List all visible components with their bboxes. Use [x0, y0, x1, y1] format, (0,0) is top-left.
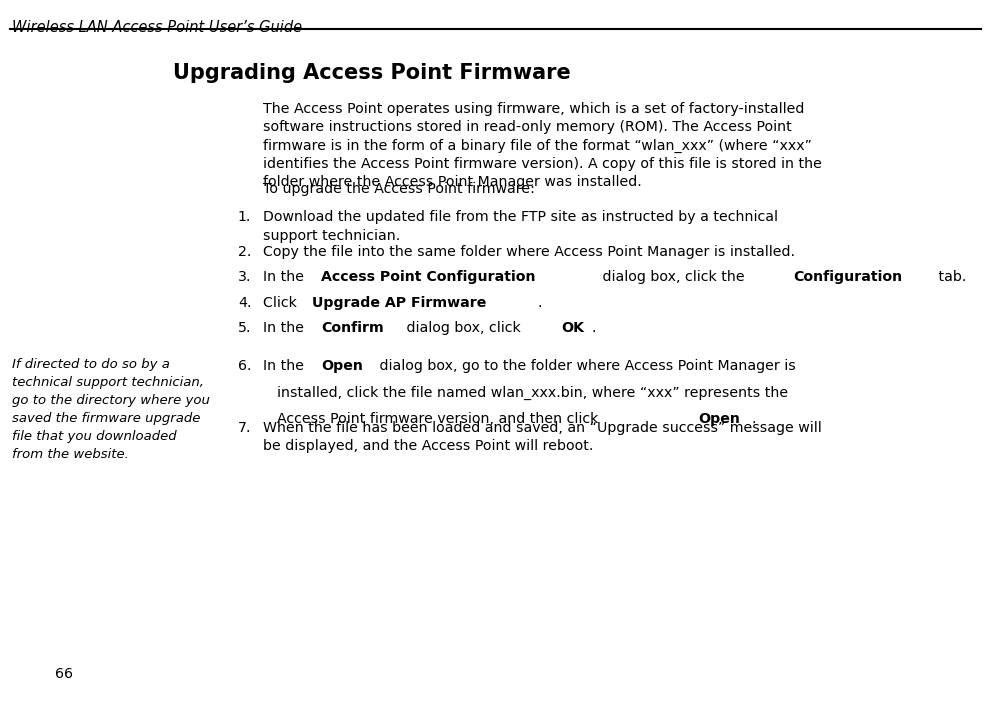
Text: Download the updated file from the FTP site as instructed by a technical
support: Download the updated file from the FTP s…	[263, 210, 778, 243]
Text: 2.: 2.	[238, 245, 251, 259]
Text: Configuration: Configuration	[793, 270, 902, 284]
Text: dialog box, click: dialog box, click	[402, 321, 525, 335]
Text: 4.: 4.	[238, 296, 252, 310]
Text: In the: In the	[263, 270, 308, 284]
Text: installed, click the file named wlan_xxx.bin, where “xxx” represents the: installed, click the file named wlan_xxx…	[277, 386, 789, 400]
Text: dialog box, click the: dialog box, click the	[599, 270, 749, 284]
Text: Access Point Configuration: Access Point Configuration	[321, 270, 536, 284]
Text: Open: Open	[698, 412, 740, 426]
Text: 6.: 6.	[238, 359, 252, 373]
Text: Copy the file into the same folder where Access Point Manager is installed.: Copy the file into the same folder where…	[263, 245, 795, 259]
Text: 66: 66	[55, 667, 72, 681]
Text: 1.: 1.	[238, 210, 251, 224]
Text: Upgrading Access Point Firmware: Upgrading Access Point Firmware	[172, 63, 571, 83]
Text: Access Point firmware version, and then click: Access Point firmware version, and then …	[277, 412, 604, 426]
Text: Open: Open	[321, 359, 363, 373]
Text: Confirm: Confirm	[321, 321, 385, 335]
Text: If directed to do so by a
technical support technician,
go to the directory wher: If directed to do so by a technical supp…	[12, 358, 210, 461]
Text: Upgrade AP Firmware: Upgrade AP Firmware	[312, 296, 487, 310]
Text: To upgrade the Access Point firmware:: To upgrade the Access Point firmware:	[263, 182, 534, 196]
Text: When the file has been loaded and saved, an “Upgrade success” message will
be di: When the file has been loaded and saved,…	[263, 421, 822, 453]
Text: 3.: 3.	[238, 270, 252, 284]
Text: .: .	[752, 412, 756, 426]
Text: dialog box, go to the folder where Access Point Manager is: dialog box, go to the folder where Acces…	[376, 359, 796, 373]
Text: Wireless LAN Access Point User’s Guide: Wireless LAN Access Point User’s Guide	[12, 20, 302, 34]
Text: tab.: tab.	[934, 270, 966, 284]
Text: 5.: 5.	[238, 321, 252, 335]
Text: 7.: 7.	[238, 421, 252, 435]
Text: .: .	[537, 296, 542, 310]
Text: OK: OK	[561, 321, 585, 335]
Text: Click: Click	[263, 296, 301, 310]
Text: In the: In the	[263, 359, 308, 373]
Text: In the: In the	[263, 321, 308, 335]
Text: The Access Point operates using firmware, which is a set of factory-installed
so: The Access Point operates using firmware…	[263, 102, 822, 189]
Text: .: .	[591, 321, 596, 335]
